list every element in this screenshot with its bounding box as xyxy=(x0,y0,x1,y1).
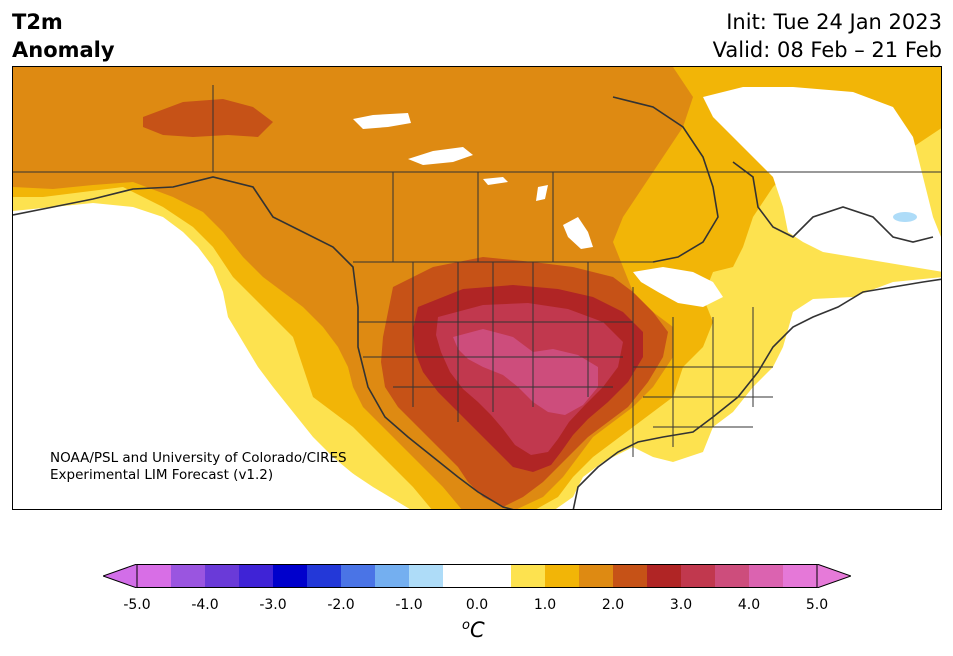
colorbar-segment xyxy=(477,564,512,588)
colorbar-segment xyxy=(239,564,274,588)
lake-feature xyxy=(536,185,548,201)
colorbar-segment xyxy=(171,564,206,588)
forecast-dates: Init: Tue 24 Jan 2023 Valid: 08 Feb – 21… xyxy=(713,8,942,64)
colorbar-tick-label: -2.0 xyxy=(327,597,355,613)
colorbar-tick-label: -4.0 xyxy=(191,597,219,613)
anomaly-region-3.5 xyxy=(453,329,598,415)
unit-label: oC xyxy=(462,618,485,642)
colorbar-segment xyxy=(511,564,546,588)
colorbar-segment xyxy=(749,564,784,588)
title-variable: T2m xyxy=(12,10,63,34)
neutral-region-gulf xyxy=(594,377,941,509)
colorbar-over-arrow xyxy=(816,563,853,589)
anomaly-map: NOAA/PSL and University of Colorado/CIRE… xyxy=(12,66,942,510)
colorbar xyxy=(101,563,853,589)
colorbar-tick-label: 2.0 xyxy=(601,597,625,613)
negative-anomaly-spot xyxy=(893,212,917,222)
colorbar-segment xyxy=(273,564,308,588)
colorbar-segment xyxy=(307,564,342,588)
colorbar-tick-label: 4.0 xyxy=(737,597,761,613)
colorbar-segment xyxy=(341,564,376,588)
data-credit: NOAA/PSL and University of Colorado/CIRE… xyxy=(50,450,347,484)
colorbar-under-arrow xyxy=(101,563,138,589)
lake-feature xyxy=(353,113,411,129)
credit-line1: NOAA/PSL and University of Colorado/CIRE… xyxy=(50,450,347,466)
colorbar-tick-label: 3.0 xyxy=(669,597,693,613)
colorbar-segment xyxy=(783,564,818,588)
lake-feature xyxy=(563,217,593,249)
colorbar-segment xyxy=(579,564,614,588)
unit-text: C xyxy=(469,618,485,642)
lake-feature xyxy=(483,177,508,185)
map-title: T2m Anomaly xyxy=(12,8,115,64)
valid-range: Valid: 08 Feb – 21 Feb xyxy=(712,38,942,62)
colorbar-segment xyxy=(375,564,410,588)
unit-superscript: o xyxy=(462,618,470,633)
init-date: Init: Tue 24 Jan 2023 xyxy=(726,10,942,34)
colorbar-segment xyxy=(715,564,750,588)
colorbar-tick-label: -3.0 xyxy=(259,597,287,613)
colorbar-tick-label: 1.0 xyxy=(533,597,557,613)
colorbar-segment xyxy=(443,564,478,588)
coastlines xyxy=(13,96,941,509)
colorbar-tick-label: -5.0 xyxy=(123,597,151,613)
colorbar-segment xyxy=(613,564,648,588)
colorbar-segment xyxy=(545,564,580,588)
political-borders xyxy=(13,85,941,457)
colorbar-frame xyxy=(136,564,818,588)
map-canvas xyxy=(13,67,941,509)
title-subtitle: Anomaly xyxy=(12,38,115,62)
colorbar-segment xyxy=(409,564,444,588)
colorbar-segment xyxy=(137,564,172,588)
lake-feature xyxy=(633,267,723,307)
lake-feature xyxy=(408,147,473,165)
colorbar-svg xyxy=(101,563,853,589)
colorbar-tick-label: 0.0 xyxy=(465,597,489,613)
colorbar-tick-label: 5.0 xyxy=(805,597,829,613)
neutral-region-west xyxy=(13,203,391,509)
credit-line2: Experimental LIM Forecast (v1.2) xyxy=(50,467,274,483)
colorbar-segment xyxy=(205,564,240,588)
colorbar-segment xyxy=(681,564,716,588)
colorbar-ticks: -5.0 -4.0 -3.0 -2.0 -1.0 0.0 1.0 2.0 3.0 4.0 5.0 xyxy=(0,597,953,617)
anomaly-region-2.0-north xyxy=(143,99,273,137)
colorbar-segment xyxy=(647,564,682,588)
colorbar-tick-label: -1.0 xyxy=(395,597,423,613)
